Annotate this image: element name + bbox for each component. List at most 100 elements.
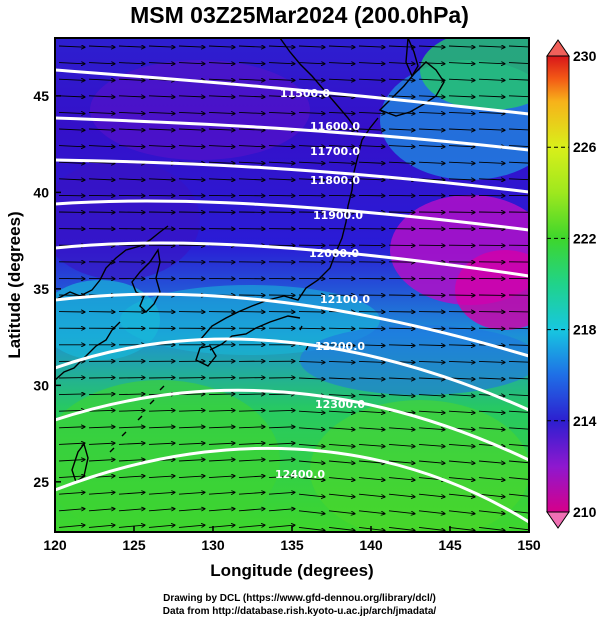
wind-arrow [298,96,325,97]
wind-arrow [88,460,115,461]
wind-arrow [178,443,205,444]
y-tick-label: 35 [33,281,49,297]
wind-arrow [508,377,529,380]
wind-arrow [328,526,355,530]
colorbar: 230 226 222 218 214 210 [546,39,597,529]
wind-arrow [238,492,265,494]
wind-arrow [328,129,355,130]
wind-arrow [58,410,85,411]
wind-arrow [508,145,529,147]
wind-arrow [418,129,445,130]
wind-arrow [118,129,145,130]
wind-arrow [268,112,295,113]
coastlines [55,38,445,484]
wind-arrow [478,526,505,530]
wind-arrow [118,492,145,494]
wind-arrow [478,477,505,480]
wind-arrow [388,378,415,379]
contour-label: 12200.0 [315,340,365,353]
wind-arrow [418,361,445,362]
x-tick-label: 145 [438,537,462,553]
wind-arrow [118,410,145,411]
wind-arrow [298,63,325,64]
wind-arrow [238,63,265,64]
contour-label: 11900.0 [313,209,363,222]
wind-arrow [478,162,505,163]
wind-arrow [88,443,115,444]
wind-arrow [268,146,295,147]
wind-arrow [478,96,505,97]
wind-arrow [268,460,295,461]
wind-arrow [418,378,445,379]
x-axis-ticks: 120 125 130 135 140 145 150 [43,526,541,553]
wind-arrow [508,477,529,480]
wind-arrow [208,46,235,47]
y-axis-label: Latitude (degrees) [5,211,24,358]
wind-arrow [358,63,385,64]
wind-arrow [358,361,385,362]
wind-arrow [58,146,85,147]
wind-arrow [418,526,445,530]
wind-arrow [328,63,355,64]
wind-arrow [358,179,385,180]
wind-arrow [58,443,85,444]
wind-arrow [268,509,295,511]
colorbar-label: 218 [573,322,597,338]
wind-arrow [448,112,475,113]
wind-arrow [328,460,355,463]
wind-arrow [58,460,85,461]
wind-arrow [178,63,205,64]
wind-arrow [478,493,505,497]
wind-arrow [508,410,529,413]
wind-arrow [358,46,385,47]
wind-arrow [358,444,385,446]
wind-arrow [508,78,529,81]
x-tick-label: 150 [517,537,541,553]
wind-arrow [418,46,445,47]
wind-arrow [208,443,235,444]
wind-arrow [418,510,445,514]
wind-arrow [328,395,355,396]
wind-arrow [418,162,445,163]
wind-arrow [328,411,355,413]
temperature-shading [55,38,529,532]
wind-arrow [88,394,115,395]
contour-labels: 11500.0 11600.0 11700.0 11800.0 11900.0 12000… [275,87,370,481]
wind-arrow [148,179,175,180]
wind-arrow [298,526,325,530]
wind-arrow [178,427,205,428]
wind-arrow [448,179,475,180]
wind-arrow [238,394,265,395]
colorbar-label: 230 [573,48,597,64]
wind-arrow [88,146,115,147]
wind-arrow [418,96,445,97]
y-axis-ticks: 25 30 35 40 45 [33,88,61,490]
wind-arrow [478,112,505,113]
wind-arrow [298,328,325,329]
wind-arrow [418,460,445,463]
wind-arrow [388,510,415,514]
wind-arrow [178,525,205,528]
x-axis-label: Longitude (degrees) [210,561,373,580]
colorbar-min-arrow [546,511,570,529]
colorbar-max-arrow [546,39,570,57]
wind-arrow [358,460,385,463]
wind-arrow [478,63,505,64]
wind-arrow [448,411,475,413]
wind-arrow [118,525,145,528]
wind-arrow [58,476,85,478]
wind-arrow [448,493,475,497]
wind-arrow [58,129,85,130]
wind-arrow [148,112,175,113]
wind-arrow [268,492,295,494]
wind-arrow [298,79,325,80]
wind-arrow [418,345,445,346]
wind-arrow [508,161,529,164]
wind-arrow [328,378,355,379]
colorbar-label: 210 [573,504,597,520]
wind-arrow [358,477,385,480]
wind-arrow [58,162,85,163]
contour-label: 12300.0 [315,398,365,411]
wind-arrow [238,162,265,163]
wind-arrow [328,510,355,514]
